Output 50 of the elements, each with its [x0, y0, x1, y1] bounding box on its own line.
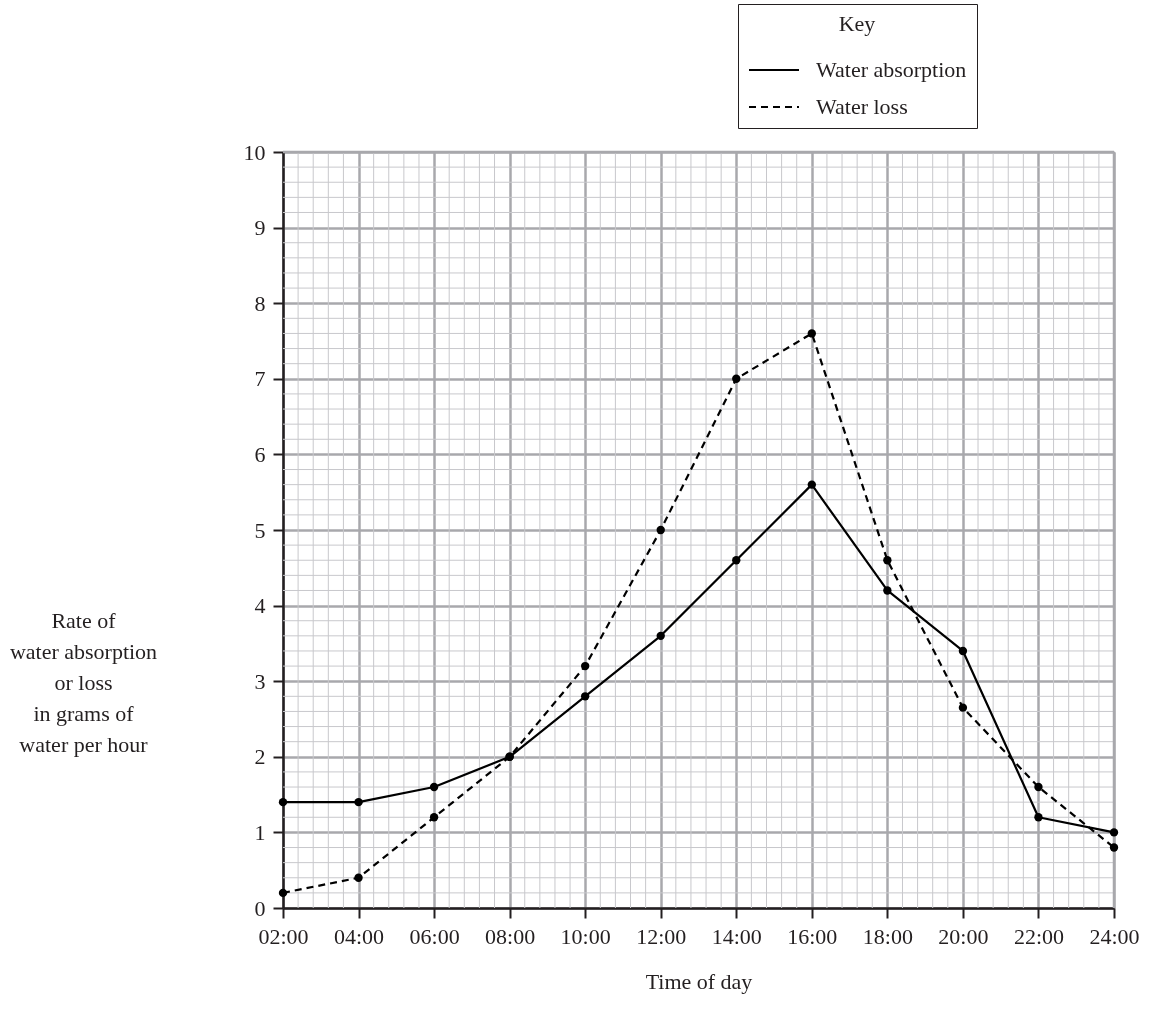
- y-tick-label: 9: [254, 215, 266, 241]
- y-tick-label: 6: [254, 441, 266, 467]
- point: [883, 556, 892, 565]
- point: [958, 703, 968, 712]
- y-tick-label: 10: [243, 139, 266, 165]
- x-tick-label: 06:00: [409, 923, 460, 949]
- point: [807, 480, 816, 489]
- point: [278, 797, 288, 807]
- y-tick-label: 7: [254, 366, 266, 392]
- point: [581, 661, 590, 671]
- x-tick-label: 18:00: [862, 923, 913, 949]
- x-tick-label: 10:00: [560, 923, 611, 949]
- x-tick-label: 16:00: [787, 923, 838, 949]
- y-tick-label: 2: [254, 744, 266, 770]
- x-tick-label: 02:00: [258, 923, 309, 949]
- point: [883, 586, 892, 595]
- point: [354, 873, 363, 882]
- x-tick-label: 14:00: [711, 923, 762, 949]
- point: [732, 374, 741, 383]
- point: [278, 888, 288, 898]
- y-tick-label: 1: [254, 819, 266, 845]
- point: [429, 782, 439, 792]
- point: [732, 556, 741, 565]
- point: [581, 692, 590, 701]
- y-axis-title: Rate of water absorption or loss in grams of water per hour: [9, 608, 158, 758]
- legend-title: Key: [838, 11, 876, 36]
- x-tick-label: 04:00: [333, 923, 385, 949]
- y-tick-label: 4: [254, 593, 266, 619]
- point: [1034, 813, 1043, 822]
- point: [429, 813, 439, 822]
- point: [354, 797, 363, 807]
- point: [958, 646, 968, 656]
- x-tick-label: 12:00: [636, 923, 687, 949]
- x-tick-label: 20:00: [938, 923, 989, 949]
- point: [807, 329, 816, 338]
- point: [656, 525, 665, 535]
- point: [1109, 828, 1119, 837]
- point: [656, 631, 665, 641]
- point: [1034, 782, 1043, 792]
- x-axis-title: Time of day: [645, 968, 753, 994]
- y-tick-label: 0: [254, 895, 266, 921]
- point: [1109, 843, 1119, 852]
- legend-label: Water loss: [816, 94, 908, 119]
- y-tick-label: 5: [254, 517, 266, 543]
- legend-label: Water absorption: [816, 57, 967, 82]
- x-tick-label: 22:00: [1013, 923, 1065, 949]
- x-tick-label: 08:00: [485, 923, 536, 949]
- y-tick-label: 8: [254, 290, 266, 316]
- y-tick-label: 3: [254, 668, 266, 694]
- x-tick-label: 24:00: [1089, 923, 1140, 949]
